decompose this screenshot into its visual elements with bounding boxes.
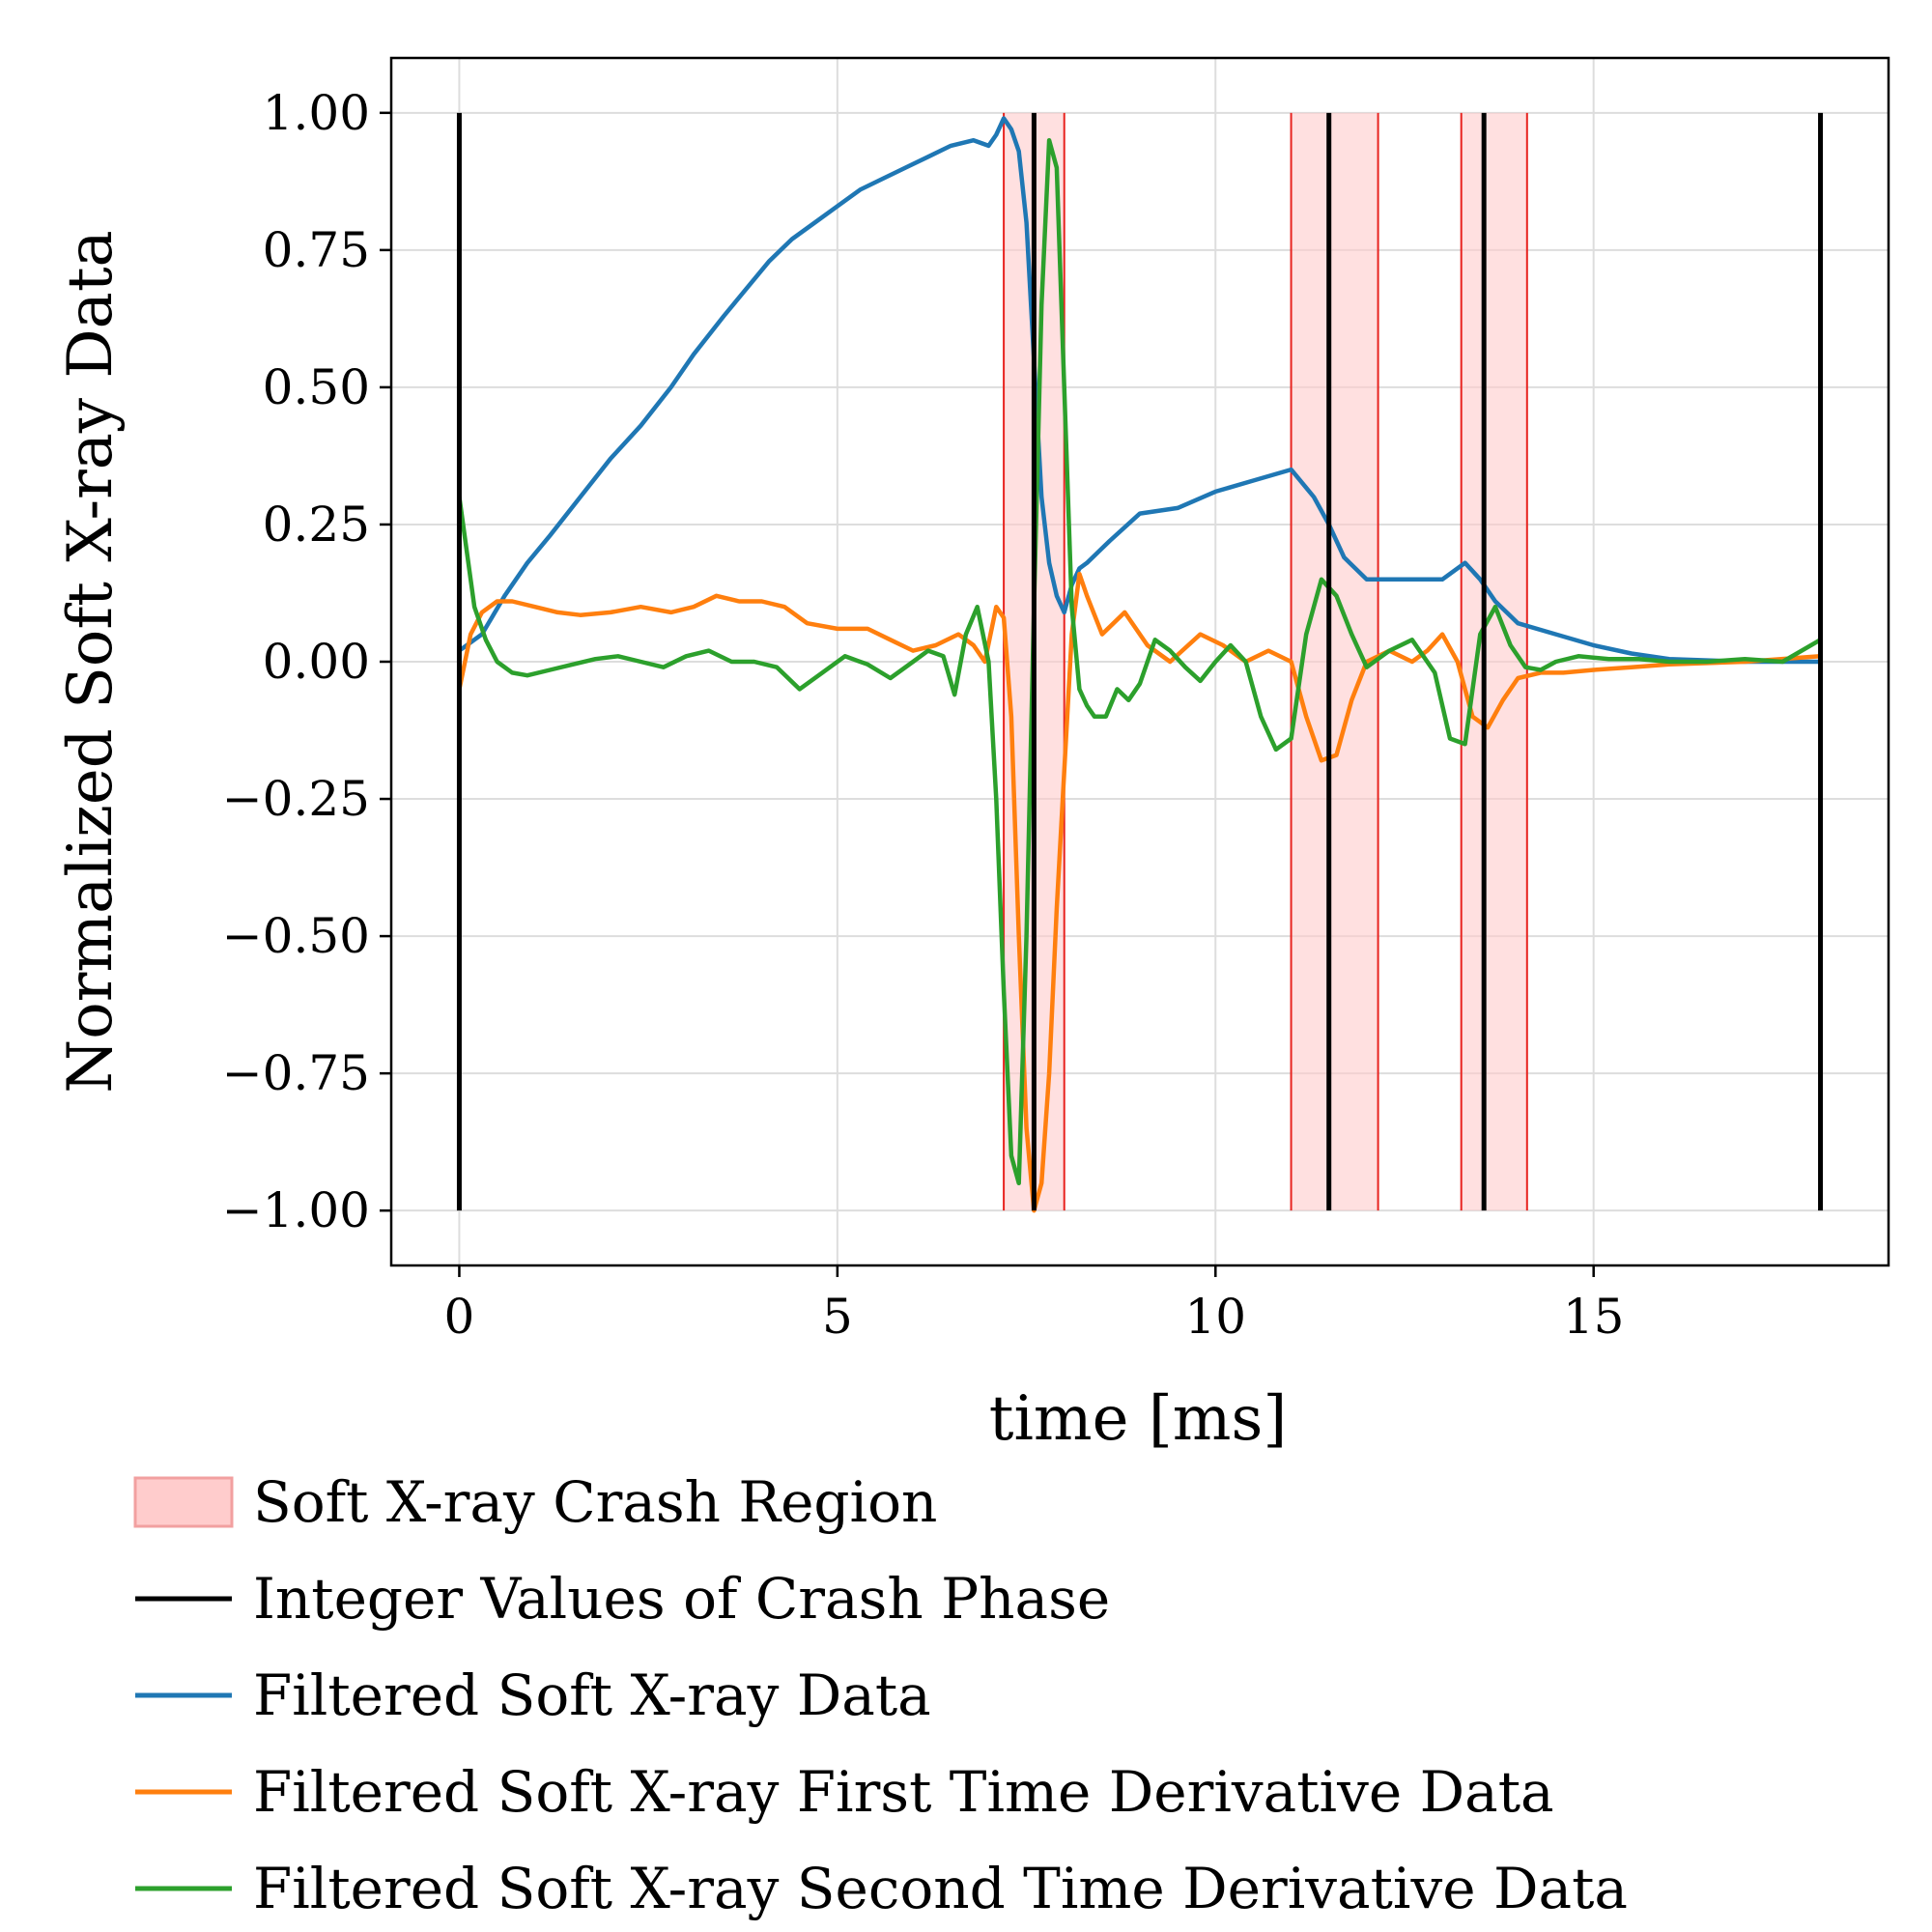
x-tick-label-3: 15 [1563, 1289, 1625, 1345]
y-tick-label-2: 0.50 [263, 359, 370, 415]
x-tick-label-2: 10 [1184, 1289, 1246, 1345]
legend-swatch-0 [133, 1476, 234, 1528]
y-tick-label-0: 1.00 [263, 85, 370, 141]
crash-region-2 [1461, 112, 1527, 1211]
legend-label-2: Filtered Soft X-ray Data [253, 1662, 931, 1728]
y-tick-label-5: −0.25 [222, 771, 370, 827]
legend-label-4: Filtered Soft X-ray Second Time Derivati… [253, 1856, 1628, 1921]
y-tick-label-7: −0.75 [222, 1045, 370, 1101]
y-tick-label-1: 0.75 [263, 222, 370, 278]
x-axis-title: time [ms] [989, 1383, 1288, 1455]
legend-label-3: Filtered Soft X-ray First Time Derivativ… [253, 1759, 1554, 1825]
series-line-filtered [457, 116, 1823, 665]
legend: Soft X-ray Crash Region Integer Values of… [133, 1469, 1628, 1921]
x-tick-label-0: 0 [444, 1289, 475, 1345]
series-line-second_derivative [457, 137, 1823, 1186]
plot-area: 0 5 10 15 1.00 0.75 0.50 0.25 0.00 −0.25 −0.50 −0.7… [222, 56, 1890, 1345]
legend-label-1: Integer Values of Crash Phase [253, 1566, 1110, 1632]
y-tick-label-8: −1.00 [222, 1182, 370, 1238]
x-tick-label-1: 5 [822, 1289, 853, 1345]
y-tick-label-3: 0.25 [263, 497, 370, 553]
series-line-first_derivative [457, 571, 1823, 1213]
y-tick-label-4: 0.00 [263, 634, 370, 690]
y-tick-label-6: −0.50 [222, 908, 370, 964]
legend-label-0: Soft X-ray Crash Region [253, 1469, 937, 1535]
y-axis-title: Normalized Soft X-ray Data [55, 230, 127, 1093]
